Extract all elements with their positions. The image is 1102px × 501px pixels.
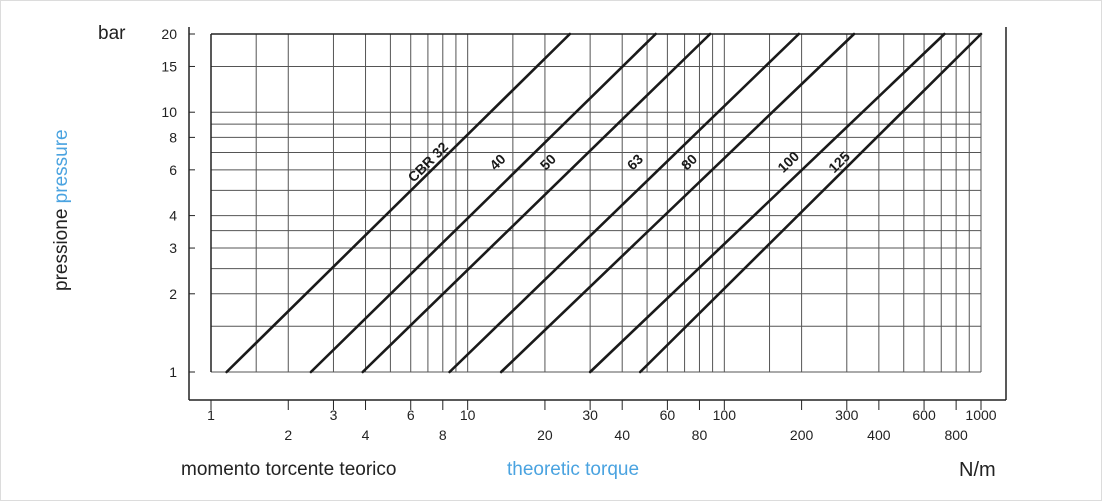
series-labels: CBR 32 40 50 63 80 100 125 — [405, 139, 854, 185]
x-tick-label-lower: 40 — [614, 427, 630, 443]
y-tick-label: 15 — [161, 58, 177, 74]
y-axis-unit: bar — [98, 23, 126, 44]
y-axis-title-english: pressure — [51, 129, 72, 204]
series-line-cbr-32 — [225, 32, 572, 374]
x-axis-unit: N/m — [959, 459, 996, 481]
y-tick-label: 8 — [169, 129, 177, 145]
x-tick-label-upper: 10 — [460, 407, 476, 423]
y-tick-label: 3 — [169, 240, 177, 256]
x-tick-labels: 1 3 6 10 30 60 100 300 600 1000 2 4 8 20 40 80 200 400 800 — [207, 400, 997, 443]
series-line-63 — [448, 32, 801, 374]
y-tick-label: 1 — [169, 364, 177, 380]
x-tick-label-upper: 1 — [207, 407, 215, 423]
series-line-80 — [499, 32, 856, 374]
x-tick-label-upper: 600 — [912, 407, 936, 423]
x-axis-title-english: theoretic torque — [507, 459, 640, 480]
y-tick-label: 6 — [169, 162, 177, 178]
y-tick-label: 20 — [161, 26, 177, 42]
x-tick-label-upper: 100 — [713, 407, 737, 423]
x-tick-label-lower: 20 — [537, 427, 553, 443]
y-tick-label: 4 — [169, 208, 177, 224]
x-tick-label-upper: 60 — [660, 407, 676, 423]
x-tick-label-lower: 200 — [790, 427, 814, 443]
series-line-50 — [361, 32, 712, 374]
x-tick-label-lower: 8 — [439, 427, 447, 443]
x-tick-label-upper: 300 — [835, 407, 859, 423]
x-tick-label-lower: 800 — [944, 427, 968, 443]
series-lines — [225, 32, 983, 374]
x-tick-label-lower: 2 — [284, 427, 292, 443]
x-tick-label-upper: 6 — [407, 407, 415, 423]
x-tick-label-upper: 3 — [330, 407, 338, 423]
x-tick-label-lower: 400 — [867, 427, 891, 443]
x-axis-title-italian: momento torcente teorico — [181, 459, 397, 480]
grid-minor — [210, 33, 982, 373]
x-tick-label-upper: 1000 — [965, 407, 996, 423]
series-line-40 — [309, 32, 657, 374]
y-tick-label: 2 — [169, 286, 177, 302]
x-tick-label-lower: 4 — [362, 427, 370, 443]
y-tick-label: 10 — [161, 104, 177, 120]
y-axis-title: pressione pressure — [51, 129, 73, 291]
x-tick-label-lower: 80 — [692, 427, 708, 443]
y-axis-title-italian: pressione — [51, 208, 72, 291]
y-tick-labels: 1 2 3 4 6 8 10 15 20 — [161, 26, 195, 380]
x-tick-label-upper: 30 — [582, 407, 598, 423]
plot-frame — [188, 27, 1007, 401]
series-line-125 — [638, 32, 983, 374]
series-line-100 — [588, 32, 946, 374]
